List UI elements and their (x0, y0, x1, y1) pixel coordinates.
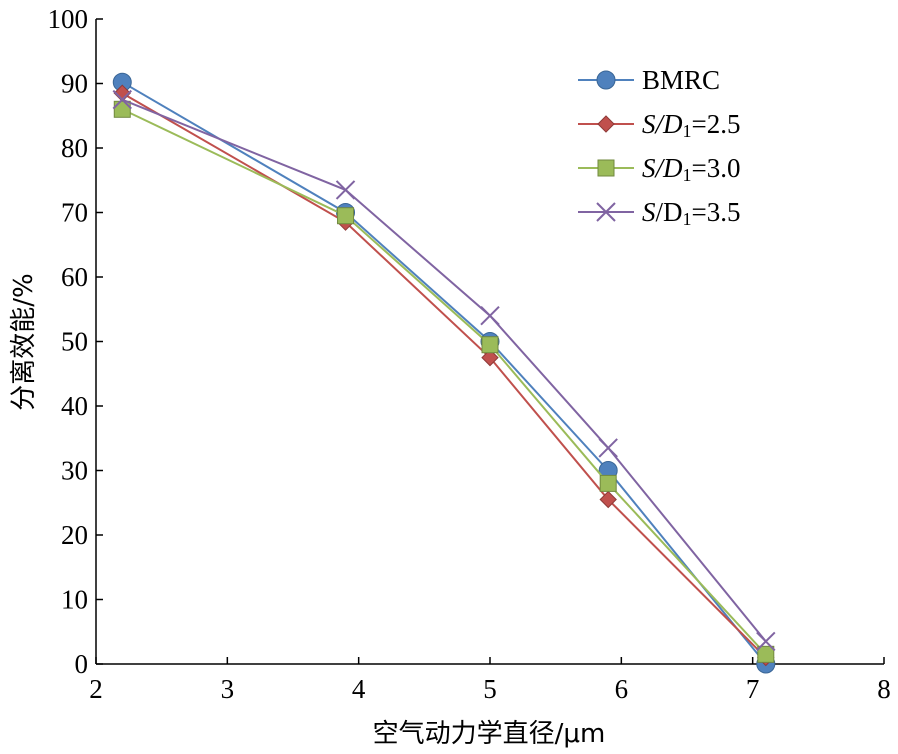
legend-item: S/D1=3.0 (578, 153, 740, 185)
legend-item: BMRC (578, 65, 720, 95)
data-point-stroke-b (756, 631, 776, 652)
legend-label-letter: /D (656, 197, 683, 227)
legend-label-sub: 1 (683, 121, 692, 141)
y-tick-label: 40 (61, 391, 88, 421)
legend-marker-stroke-b (596, 202, 616, 222)
data-point-stroke-b (112, 89, 132, 110)
legend-label-suffix: =2.5 (692, 109, 741, 139)
legend-label: S/D1=3.5 (642, 197, 740, 229)
data-point (481, 348, 499, 367)
legend-label: S/D1=3.0 (642, 153, 740, 185)
data-point (599, 490, 617, 509)
legend-marker (597, 159, 615, 177)
legend-label: BMRC (642, 65, 720, 95)
y-tick-label: 50 (61, 327, 88, 357)
legend-label-sub: 1 (683, 209, 692, 229)
series-4 (112, 89, 776, 652)
x-axis-title: 空气动力学直径/μm (373, 719, 606, 749)
legend-marker (596, 70, 616, 90)
legend-marker (596, 202, 616, 222)
x-tick-label: 2 (89, 674, 103, 704)
data-point (113, 100, 131, 118)
series-line (121, 108, 767, 656)
y-tick-label: 20 (61, 520, 88, 550)
legend-label-italic: S (642, 109, 656, 139)
x-tick-label: 6 (615, 674, 629, 704)
chart-axes: 0 10 20 30 40 50 60 70 80 90 100 2 3 4 5 6 7 8 (48, 4, 891, 704)
data-point (480, 305, 500, 326)
legend-label: S/D1=2.5 (642, 109, 740, 141)
data-point (756, 631, 776, 652)
x-tick-label: 4 (352, 674, 366, 704)
legend-label-suffix: =3.5 (692, 197, 741, 227)
y-tick-label: 80 (61, 133, 88, 163)
series-3 (113, 100, 775, 663)
legend-label-sub: 1 (683, 165, 692, 185)
y-axis-title: 分离效能/% (9, 273, 39, 410)
data-point (481, 336, 499, 354)
y-tick-label: 10 (61, 585, 88, 615)
data-point (335, 180, 356, 200)
data-point-stroke-b (480, 305, 500, 326)
y-tick-label: 70 (61, 198, 88, 228)
data-point-stroke-b (335, 180, 356, 200)
legend-label-italic: S (642, 197, 656, 227)
legend-label-italic: S (642, 153, 656, 183)
legend-marker (597, 115, 615, 133)
data-point (337, 207, 355, 225)
y-tick-label: 90 (61, 69, 88, 99)
x-tick-label: 5 (483, 674, 497, 704)
legend-item: S/D1=2.5 (578, 109, 740, 141)
data-point (598, 438, 618, 458)
data-point-stroke-b (598, 438, 618, 458)
y-tick-label: 0 (75, 649, 89, 679)
y-tick-label: 100 (48, 4, 89, 34)
data-point (599, 474, 617, 492)
legend-label-letter: /D (654, 109, 684, 139)
x-tick-label: 3 (221, 674, 235, 704)
data-point (112, 89, 132, 110)
y-tick-label: 30 (61, 456, 88, 486)
legend-label-suffix: =3.0 (692, 153, 741, 183)
legend-label-letter: /D (654, 153, 684, 183)
data-point (757, 645, 775, 663)
legend-item: S/D1=3.5 (578, 197, 740, 229)
legend-label-prefix: BMRC (642, 65, 720, 95)
y-tick-label: 60 (61, 262, 88, 292)
x-tick-label: 7 (746, 674, 760, 704)
chart-series (112, 72, 776, 674)
x-tick-label: 8 (877, 674, 891, 704)
